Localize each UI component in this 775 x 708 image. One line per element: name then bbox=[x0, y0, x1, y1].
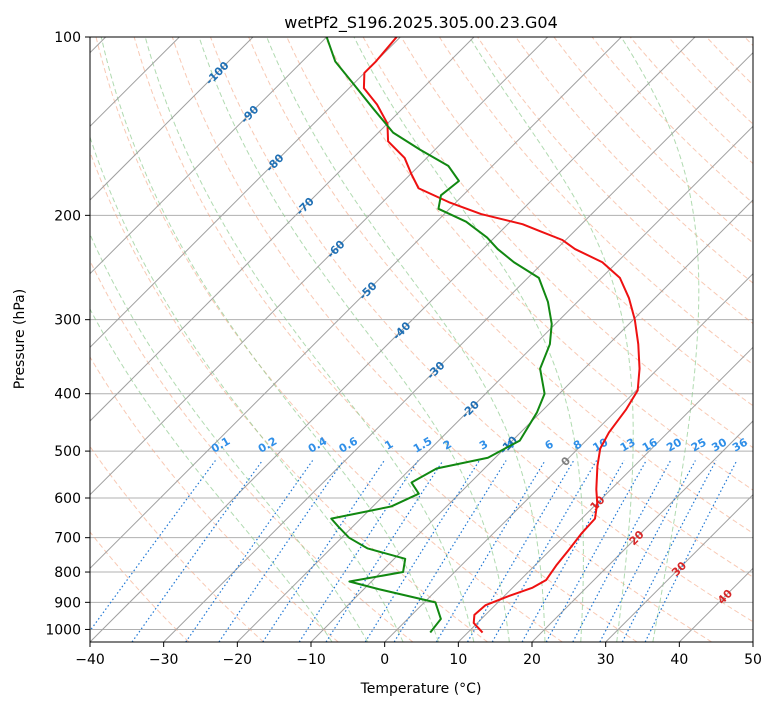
mixing-ratio-line bbox=[491, 460, 598, 642]
moist-adiabat bbox=[266, 37, 546, 642]
x-tick-label: −20 bbox=[223, 652, 253, 668]
x-tick-label: −40 bbox=[75, 652, 105, 668]
y-tick-label: 700 bbox=[54, 531, 81, 547]
x-tick-label: 30 bbox=[597, 652, 615, 668]
plot-frame bbox=[89, 36, 754, 643]
dry-adiabat bbox=[553, 37, 753, 244]
skewed-isotherm bbox=[90, 37, 475, 422]
dry-adiabat bbox=[90, 531, 190, 642]
skewed-isotherm bbox=[457, 346, 753, 642]
dry-adiabat bbox=[400, 37, 753, 407]
x-tick-label: −10 bbox=[296, 652, 326, 668]
skewed-isotherm bbox=[90, 37, 622, 570]
mixing-ratio-line bbox=[131, 460, 263, 642]
dry-adiabat bbox=[248, 37, 753, 578]
moist-adiabat bbox=[620, 37, 700, 642]
dry-adiabat bbox=[286, 37, 753, 534]
dry-adiabat bbox=[171, 37, 712, 642]
x-tick-label: 20 bbox=[523, 652, 541, 668]
x-axis: −40 −30 −20 −10 0 10 20 30 40 50 bbox=[75, 642, 762, 668]
skewed-isotherm bbox=[90, 37, 254, 201]
moist-adiabat bbox=[100, 37, 439, 642]
dry-adiabat bbox=[439, 37, 753, 366]
y-tick-label: 300 bbox=[54, 313, 81, 329]
skewed-isotherm bbox=[531, 420, 753, 642]
x-tick-label: −30 bbox=[149, 652, 179, 668]
mixing-ratio-line bbox=[90, 460, 216, 632]
y-tick-label: 400 bbox=[54, 387, 81, 403]
skewed-isotherm bbox=[605, 493, 753, 642]
skewed-isotherm bbox=[163, 51, 753, 642]
mixing-ratio-line bbox=[218, 460, 345, 642]
mixing-ratio-line bbox=[644, 460, 738, 642]
temperature-profile bbox=[362, 37, 641, 634]
dry-adiabat bbox=[477, 37, 753, 325]
skewed-isotherm bbox=[90, 37, 328, 275]
dry-adiabat bbox=[95, 37, 563, 642]
dry-adiabat bbox=[591, 37, 753, 204]
x-axis-label: Temperature (°C) bbox=[360, 681, 482, 697]
y-tick-label: 900 bbox=[54, 595, 81, 611]
moist-adiabat bbox=[353, 37, 584, 642]
mixing-ratio-line bbox=[466, 460, 575, 642]
moist-adiabat bbox=[90, 135, 404, 642]
moist-adiabat bbox=[144, 37, 475, 642]
mixing-ratio-line bbox=[521, 460, 625, 642]
y-tick-label: 100 bbox=[54, 30, 81, 46]
y-axis-label: Pressure (hPa) bbox=[12, 289, 28, 389]
mixing-ratio-line bbox=[393, 460, 507, 642]
y-tick-label: 1000 bbox=[45, 622, 81, 638]
dry-adiabat bbox=[210, 37, 753, 623]
mixing-ratio-line bbox=[435, 460, 546, 642]
skewed-isotherm bbox=[90, 37, 549, 496]
dry-adiabat bbox=[90, 259, 414, 642]
x-tick-label: 50 bbox=[744, 652, 762, 668]
mixing-ratio-line bbox=[185, 460, 314, 642]
mixing-ratio-line bbox=[545, 460, 647, 642]
skewed-isotherm bbox=[310, 199, 753, 642]
y-tick-label: 200 bbox=[54, 208, 81, 224]
chart-title: wetPf2_S196.2025.305.00.23.G04 bbox=[284, 13, 558, 33]
moist-adiabat bbox=[90, 308, 333, 642]
skewed-isotherm bbox=[384, 272, 753, 642]
skewed-isotherm bbox=[236, 125, 753, 642]
mixing-ratio-line bbox=[262, 460, 385, 642]
y-axis: 1000 900 800 700 600 500 400 300 200 100 bbox=[45, 30, 90, 638]
mixing-ratio-line bbox=[298, 460, 419, 642]
dry-adiabat bbox=[90, 150, 488, 642]
y-tick-label: 800 bbox=[54, 565, 81, 581]
x-tick-label: 0 bbox=[380, 652, 389, 668]
dry-adiabat bbox=[324, 37, 753, 491]
x-tick-label: 10 bbox=[449, 652, 467, 668]
y-tick-label: 600 bbox=[54, 491, 81, 507]
moist-adiabat bbox=[90, 233, 369, 642]
y-tick-label: 500 bbox=[54, 444, 81, 460]
skewed-isotherm bbox=[90, 37, 401, 349]
x-tick-label: 40 bbox=[670, 652, 688, 668]
dry-adiabat bbox=[90, 356, 339, 642]
moist-adiabat bbox=[198, 37, 510, 642]
dewpoint-profile bbox=[325, 37, 553, 634]
dry-adiabat bbox=[133, 37, 638, 642]
skewed-isotherm bbox=[90, 37, 696, 642]
